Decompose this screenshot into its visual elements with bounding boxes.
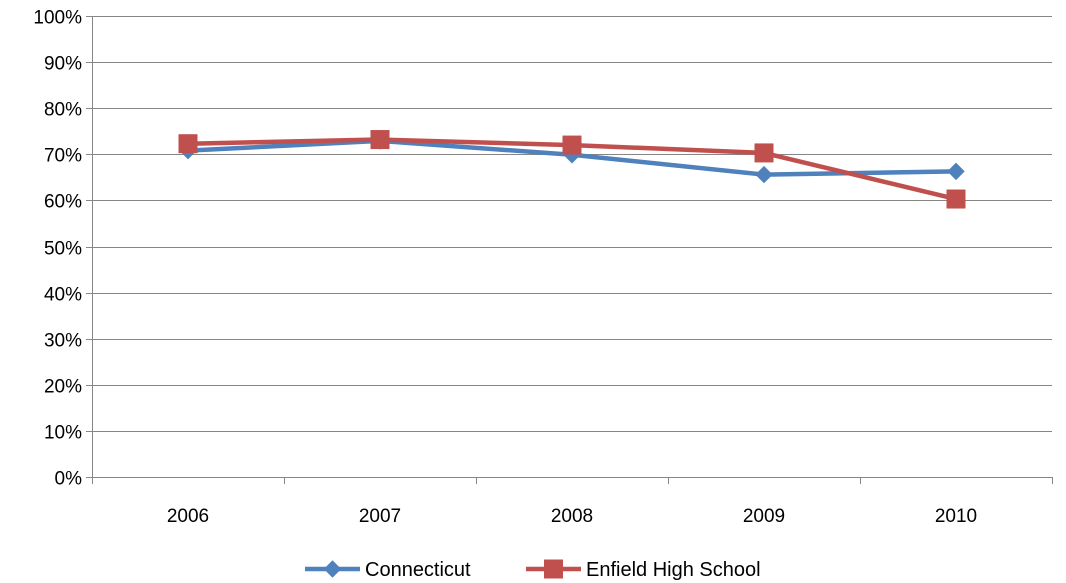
gridlines <box>92 16 1052 432</box>
y-tick-label: 50% <box>44 239 82 260</box>
axes <box>86 16 1053 484</box>
legend-marker <box>544 559 563 579</box>
y-tick-label: 10% <box>44 423 82 444</box>
y-tick-label: 80% <box>44 100 82 121</box>
legend-label: Connecticut <box>365 559 471 581</box>
y-tick-label: 90% <box>44 54 82 75</box>
legend-entry: Connecticut <box>305 559 471 581</box>
x-tick-label: 2009 <box>743 506 785 527</box>
y-tick-label: 20% <box>44 377 82 398</box>
y-tick-label: 70% <box>44 146 82 167</box>
legend: Connecticut Enfield High School <box>305 559 761 581</box>
data-point <box>947 162 965 181</box>
x-tick-label: 2010 <box>935 506 977 527</box>
data-point <box>562 135 582 155</box>
x-axis-tick-labels: 2006 2007 2008 2009 2010 <box>167 506 977 527</box>
y-tick-label: 40% <box>44 285 82 306</box>
y-tick-label: 0% <box>55 469 83 490</box>
y-tick-label: 100% <box>33 8 82 29</box>
series-1 <box>178 130 966 209</box>
x-tick-label: 2008 <box>551 506 593 527</box>
x-tick-label: 2007 <box>359 506 401 527</box>
y-tick-label: 30% <box>44 331 82 352</box>
x-tick-label: 2006 <box>167 506 209 527</box>
legend-marker <box>323 560 342 578</box>
data-point <box>754 143 774 163</box>
y-axis-tick-labels: 0% 10% 20% 30% 40% 50% 60% 70% 80% 90% 100% <box>33 8 82 490</box>
data-point <box>946 189 966 209</box>
data-point <box>755 165 773 184</box>
y-tick-label: 60% <box>44 192 82 213</box>
series-layer <box>178 130 966 209</box>
data-point <box>370 130 390 150</box>
legend-entry: Enfield High School <box>526 559 761 581</box>
legend-label: Enfield High School <box>586 559 761 581</box>
data-point <box>178 134 198 154</box>
